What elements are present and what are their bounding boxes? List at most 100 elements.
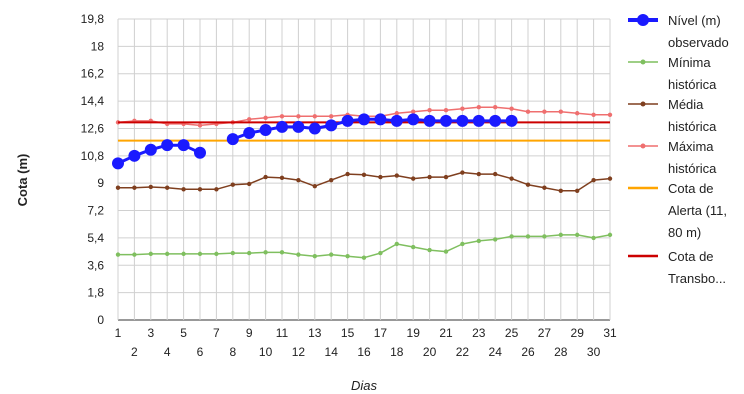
legend-label: Cota de [668, 249, 714, 264]
data-point [476, 171, 481, 177]
x-tick-label: 20 [423, 345, 437, 359]
series-1 [115, 232, 613, 260]
data-point [345, 171, 350, 177]
data-point [361, 255, 367, 260]
x-tick-label: 10 [259, 345, 273, 359]
legend-item-5: Cota de Transbo... [628, 249, 726, 286]
data-point [312, 253, 317, 259]
legend-label: histórica [668, 119, 717, 134]
data-point [230, 250, 235, 256]
y-tick-label: 14,4 [81, 94, 105, 108]
data-point [214, 251, 219, 257]
x-tick-label: 21 [439, 326, 453, 340]
data-point [542, 185, 547, 190]
legend-label: Média [668, 97, 704, 112]
data-point [394, 111, 399, 116]
data-point [247, 250, 252, 256]
x-tick-label: 7 [213, 326, 220, 340]
y-tick-label: 5,4 [87, 231, 104, 245]
x-axis-label: Dias [351, 378, 378, 393]
x-tick-label: 14 [325, 345, 339, 359]
x-tick-label: 16 [357, 345, 371, 359]
data-point [423, 114, 436, 127]
data-point [112, 157, 124, 170]
legend-item-4: Cota de Alerta (11, 80 m) [628, 181, 727, 240]
legend-item-3: Máxima histórica [628, 139, 717, 176]
data-point [493, 237, 498, 242]
x-tick-label: 27 [538, 326, 552, 340]
data-point [443, 108, 449, 113]
data-point [329, 114, 334, 119]
data-point [144, 143, 157, 156]
data-point [591, 235, 596, 241]
data-point [607, 232, 613, 238]
y-tick-label: 12,6 [81, 121, 105, 135]
data-point [226, 133, 239, 146]
y-tick-label: 10,8 [81, 149, 105, 163]
data-point [279, 175, 285, 181]
x-tick-label: 22 [456, 345, 470, 359]
data-point [542, 109, 547, 114]
data-point [296, 114, 301, 119]
data-point [460, 106, 465, 111]
data-point [525, 109, 531, 114]
y-tick-label: 16,2 [81, 67, 105, 81]
data-point [247, 181, 252, 187]
data-point [443, 249, 449, 254]
legend-item-0: Nível (m) observado [628, 13, 729, 50]
legend-label: 80 m) [668, 225, 701, 240]
y-tick-label: 1,8 [87, 286, 104, 300]
data-point [394, 241, 399, 247]
data-point [525, 234, 531, 239]
data-point [165, 185, 170, 190]
data-point [525, 182, 531, 187]
data-point [607, 112, 613, 117]
data-point [411, 109, 416, 114]
x-tick-label: 18 [390, 345, 404, 359]
data-point [312, 184, 317, 189]
data-point [476, 238, 481, 244]
x-tick-labels: 1234567891011121314151617181920212223242… [115, 326, 617, 359]
legend-label: histórica [668, 161, 717, 176]
data-point [591, 177, 596, 183]
data-point [411, 244, 416, 250]
data-point [230, 182, 235, 187]
legend-label: Nível (m) [668, 13, 721, 28]
data-point [509, 176, 514, 181]
data-point [132, 252, 137, 257]
data-point [132, 185, 137, 190]
data-point [558, 109, 563, 114]
data-point [558, 188, 563, 193]
x-tick-label: 29 [571, 326, 585, 340]
y-tick-label: 0 [97, 313, 104, 327]
data-point [358, 113, 370, 126]
data-point [345, 253, 350, 259]
legend-item-1: Mínima histórica [628, 55, 717, 92]
legend-label: Transbo... [668, 271, 726, 286]
data-point [493, 171, 498, 177]
data-point [443, 174, 449, 180]
data-point [194, 146, 206, 159]
x-tick-label: 23 [472, 326, 486, 340]
x-tick-label: 2 [131, 345, 138, 359]
y-tick-label: 7,2 [87, 204, 104, 218]
series-0 [112, 113, 518, 170]
data-point [476, 104, 481, 110]
data-point [161, 139, 174, 152]
data-point [247, 117, 252, 122]
data-point [575, 188, 580, 193]
legend-marker [640, 143, 646, 149]
data-point [378, 174, 383, 180]
x-tick-label: 3 [147, 326, 154, 340]
data-point [177, 139, 190, 152]
x-tick-label: 31 [603, 326, 617, 340]
data-point [361, 172, 367, 178]
legend-item-2: Média histórica [628, 97, 717, 134]
legend-label: Alerta (11, [668, 203, 727, 218]
data-point [505, 114, 518, 127]
data-point [460, 170, 465, 175]
data-point [243, 127, 256, 140]
data-point [427, 247, 432, 253]
data-point [276, 120, 288, 133]
data-point [509, 106, 514, 111]
